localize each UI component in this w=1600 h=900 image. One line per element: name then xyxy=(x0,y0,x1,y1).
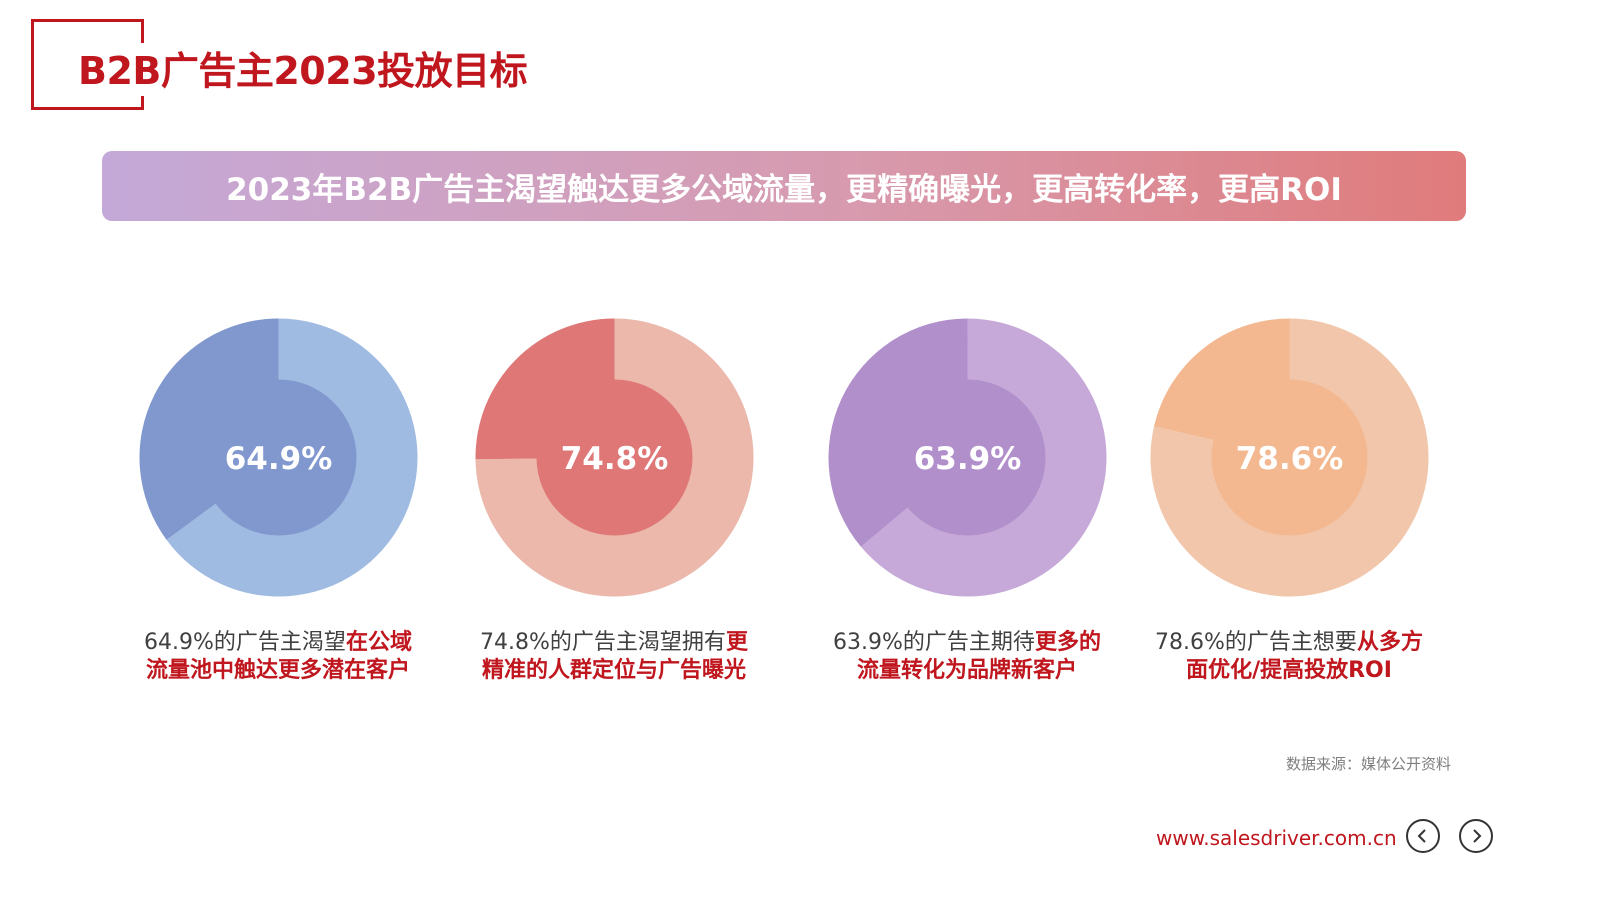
chart-caption-4: 78.6%的广告主想要从多方 面优化/提高投放ROI xyxy=(1124,629,1454,685)
donut-value-label: 63.9% xyxy=(913,441,1022,477)
prev-button[interactable] xyxy=(1406,819,1440,853)
caption-plain: 63.9%的广告主期待 xyxy=(833,630,1035,655)
donut-value-label: 64.9% xyxy=(224,441,333,477)
caption-highlight: 面优化/提高投放ROI xyxy=(1186,658,1392,683)
chevron-right-icon xyxy=(1473,829,1482,843)
donut-value-label: 78.6% xyxy=(1235,441,1344,477)
chevron-left-icon xyxy=(1417,829,1426,843)
caption-plain: 74.8%的广告主渴望拥有 xyxy=(480,630,726,655)
caption-highlight: 从多方 xyxy=(1356,630,1423,655)
chart-caption-3: 63.9%的广告主期待更多的 流量转化为品牌新客户 xyxy=(802,629,1132,685)
headline-banner: 2023年B2B广告主渴望触达更多公域流量，更精确曝光，更高转化率，更高ROI xyxy=(102,151,1466,221)
donut-value-label: 74.8% xyxy=(560,441,669,477)
donut-svg-2 xyxy=(475,318,754,597)
donut-chart-4: 78.6% xyxy=(1150,318,1429,597)
caption-plain: 64.9%的广告主渴望 xyxy=(144,630,346,655)
donut-center xyxy=(200,379,357,536)
donut-center xyxy=(536,379,693,536)
next-button[interactable] xyxy=(1459,819,1493,853)
caption-plain: 78.6%的广告主想要 xyxy=(1155,630,1357,655)
caption-highlight: 更 xyxy=(725,630,748,655)
donut-chart-1: 64.9% xyxy=(139,318,418,597)
donut-chart-3: 63.9% xyxy=(828,318,1107,597)
chart-caption-1: 64.9%的广告主渴望在公域 流量池中触达更多潜在客户 xyxy=(113,629,443,685)
chart-caption-2: 74.8%的广告主渴望拥有更 精准的人群定位与广告曝光 xyxy=(449,629,779,685)
donut-svg-3 xyxy=(828,318,1107,597)
donut-svg-4 xyxy=(1150,318,1429,597)
caption-highlight: 流量转化为品牌新客户 xyxy=(856,658,1077,683)
donut-chart-2: 74.8% xyxy=(475,318,754,597)
website-link[interactable]: www.salesdriver.com.cn xyxy=(1156,826,1397,850)
caption-highlight: 流量池中触达更多潜在客户 xyxy=(145,658,410,683)
page-title: B2B广告主2023投放目标 xyxy=(78,49,528,93)
data-source-note: 数据来源：媒体公开资料 xyxy=(1286,755,1452,773)
banner-text: 2023年B2B广告主渴望触达更多公域流量，更精确曝光，更高转化率，更高ROI xyxy=(226,171,1342,208)
caption-highlight: 更多的 xyxy=(1034,630,1101,655)
caption-highlight: 在公域 xyxy=(345,630,412,655)
donut-center xyxy=(1211,379,1368,536)
donut-svg-1 xyxy=(139,318,418,597)
caption-highlight: 精准的人群定位与广告曝光 xyxy=(481,658,746,683)
donut-center xyxy=(889,379,1046,536)
title-frame xyxy=(31,19,144,110)
